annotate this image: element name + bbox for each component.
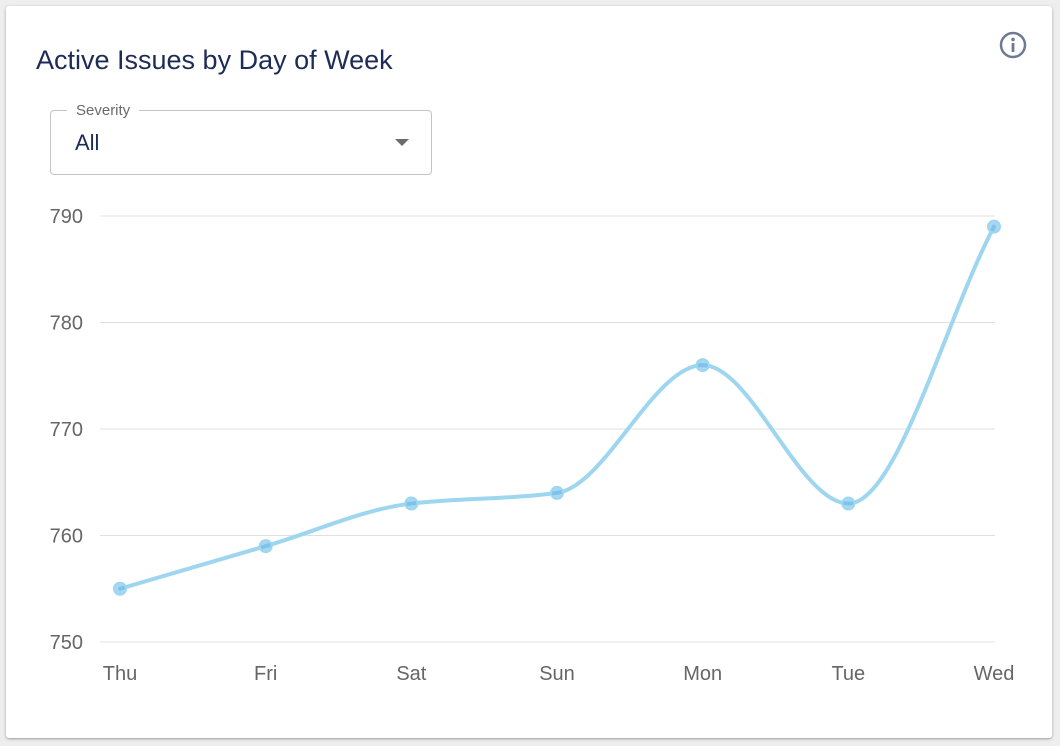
info-icon[interactable] bbox=[998, 30, 1028, 60]
data-point[interactable] bbox=[258, 539, 273, 554]
x-tick-label: Sun bbox=[539, 663, 575, 685]
y-tick-label: 790 bbox=[50, 206, 83, 228]
x-tick-label: Mon bbox=[683, 663, 722, 685]
data-point[interactable] bbox=[695, 358, 710, 373]
severity-label: Severity bbox=[67, 102, 140, 120]
data-point[interactable] bbox=[841, 496, 856, 511]
y-tick-label: 780 bbox=[50, 313, 83, 335]
x-tick-label: Sat bbox=[396, 663, 426, 685]
data-point[interactable] bbox=[987, 219, 1001, 234]
severity-value: All bbox=[75, 130, 100, 155]
x-tick-label: Fri bbox=[254, 663, 277, 685]
severity-select[interactable]: Severity All bbox=[50, 102, 432, 175]
x-tick-label: Wed bbox=[974, 663, 1015, 685]
data-point[interactable] bbox=[550, 485, 564, 500]
data-point[interactable] bbox=[404, 496, 419, 511]
y-tick-label: 770 bbox=[50, 419, 83, 441]
series-line bbox=[118, 224, 996, 591]
x-tick-label: Thu bbox=[103, 663, 137, 685]
y-tick-label: 750 bbox=[50, 632, 83, 654]
card-title: Active Issues by Day of Week bbox=[36, 45, 393, 75]
chart-card: Active Issues by Day of Week Severity Al… bbox=[6, 6, 1052, 738]
dropdown-arrow-icon bbox=[395, 139, 409, 146]
y-tick-label: 760 bbox=[50, 526, 83, 548]
x-tick-label: Tue bbox=[831, 663, 865, 685]
data-point[interactable] bbox=[113, 581, 127, 596]
